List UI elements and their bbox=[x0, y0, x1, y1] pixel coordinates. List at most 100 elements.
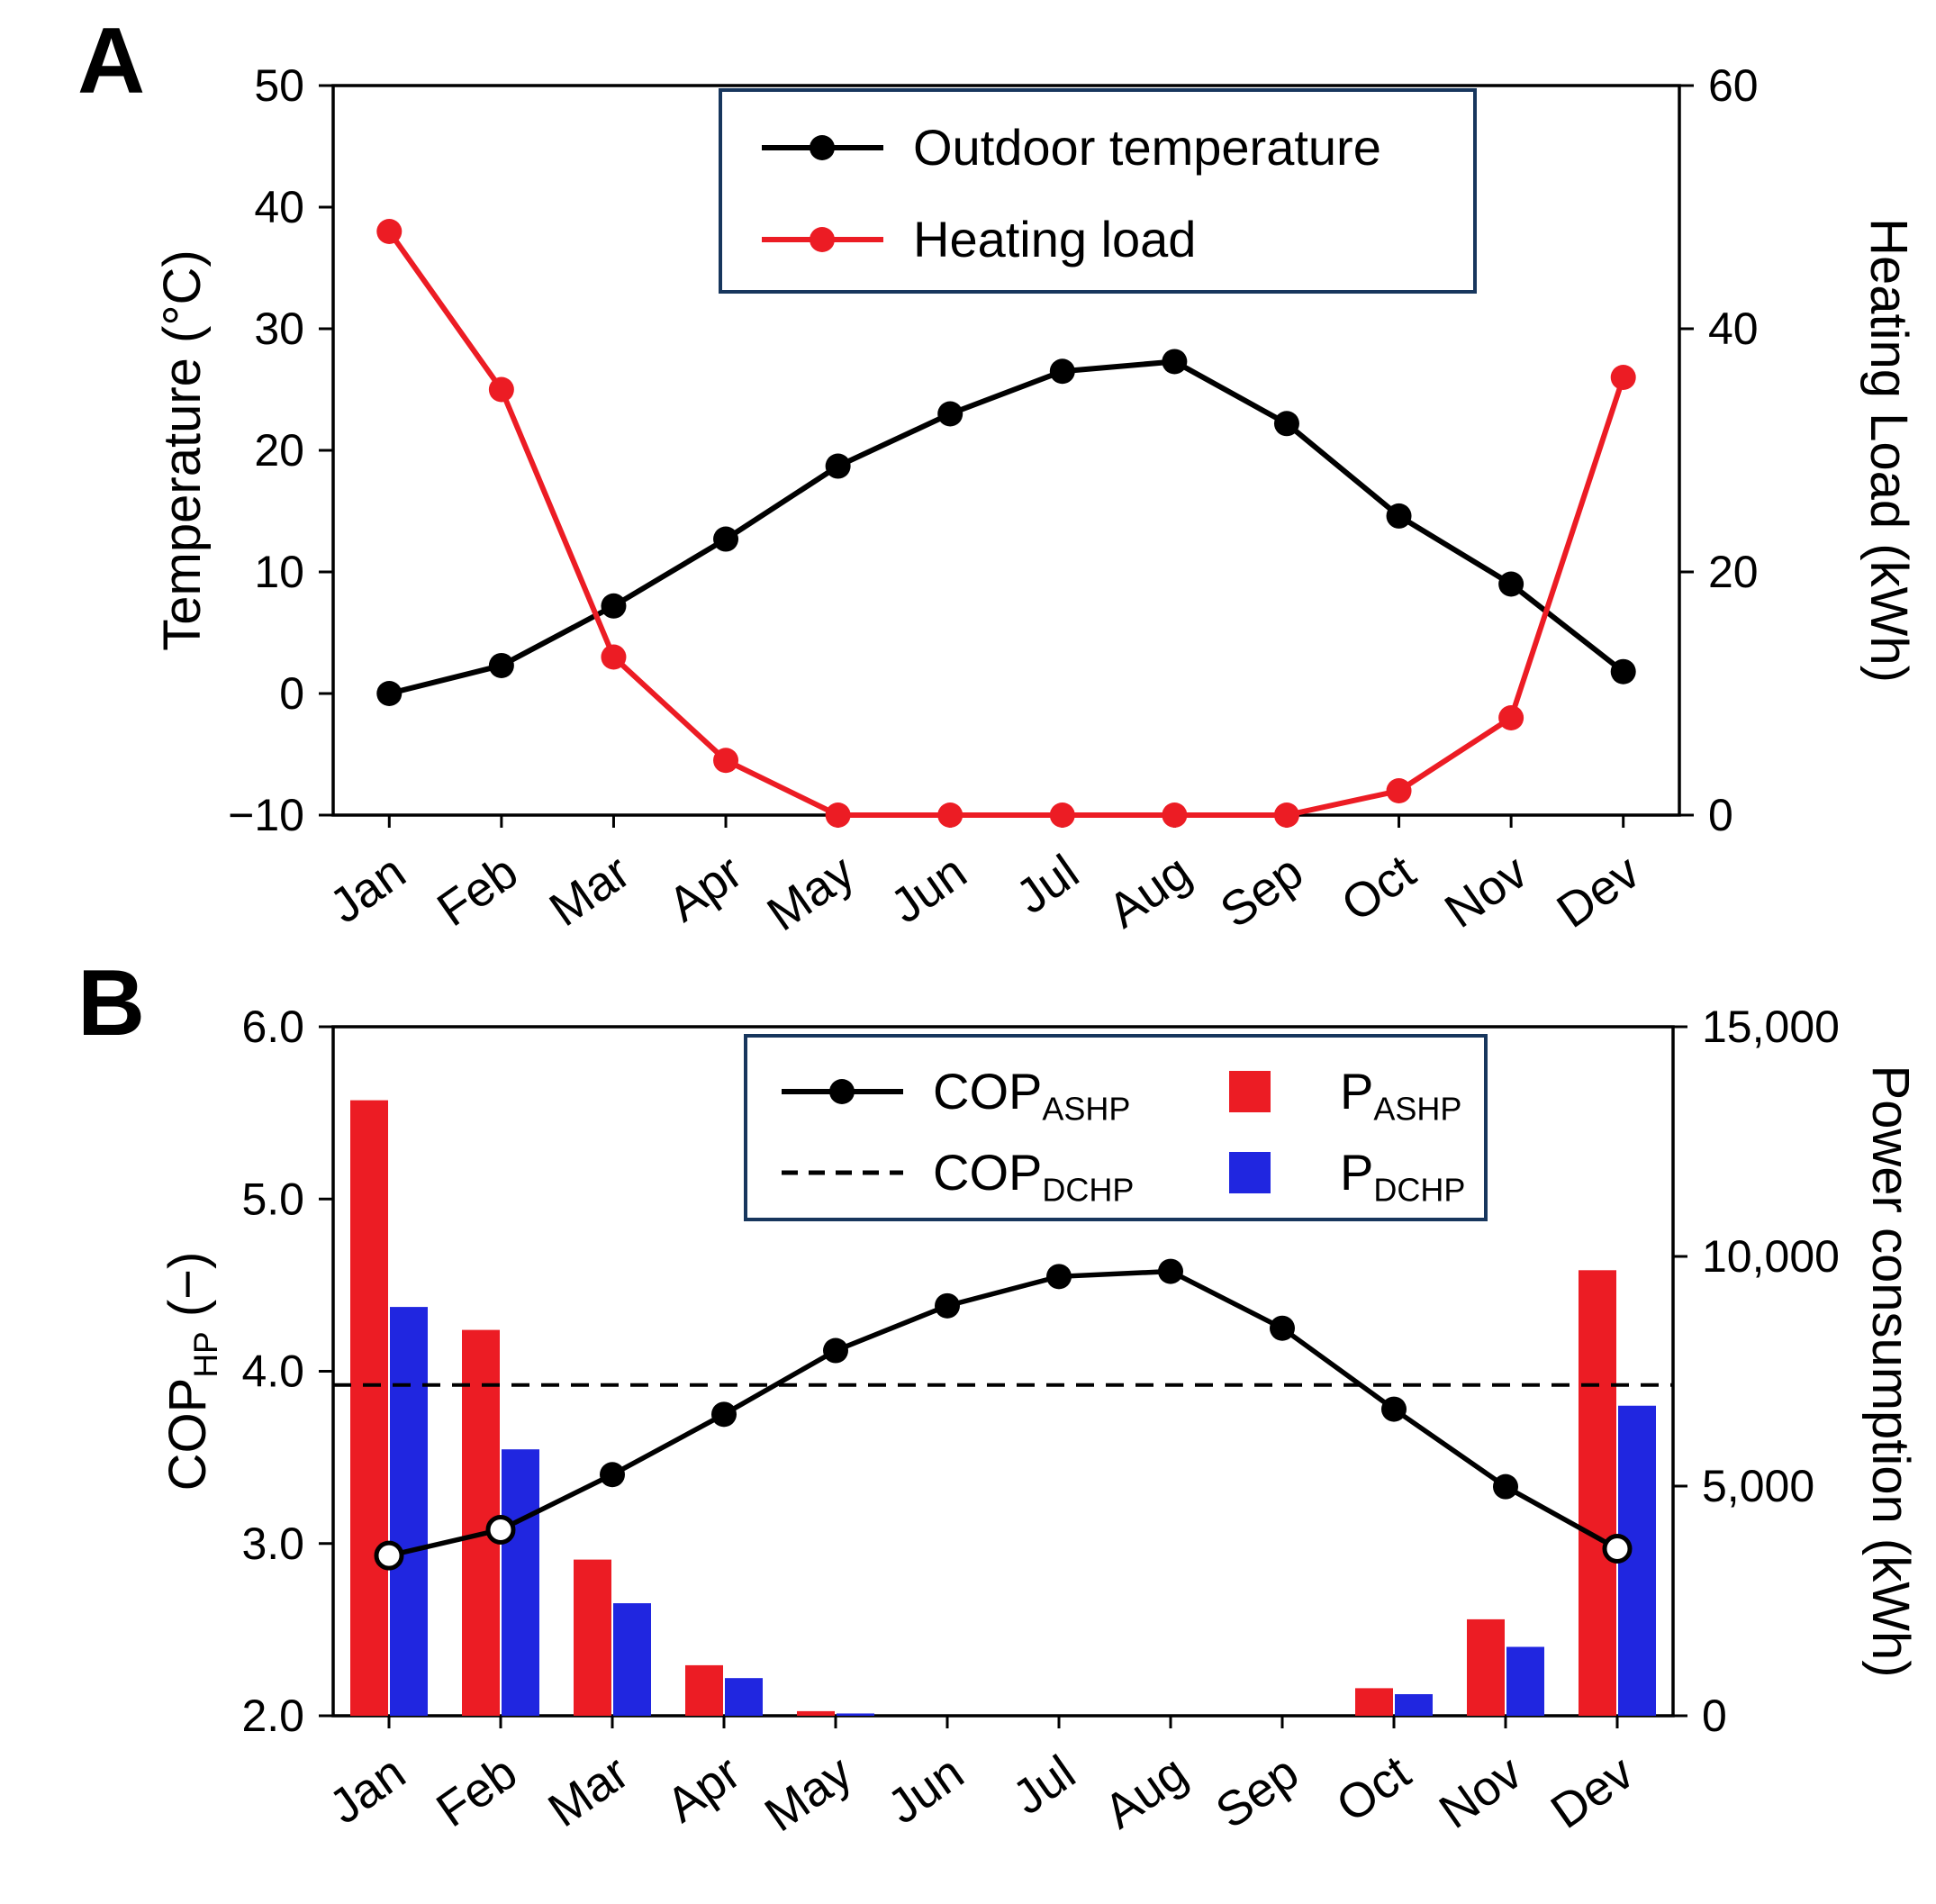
bar-pdchp bbox=[725, 1678, 763, 1716]
bar-pashp bbox=[350, 1100, 388, 1716]
bar-pdchp bbox=[1395, 1694, 1433, 1716]
cop-ashp-point bbox=[1493, 1473, 1518, 1500]
right-axis-tick-label: 0 bbox=[1702, 1691, 1727, 1741]
series-point bbox=[376, 681, 403, 706]
cop-ashp-point bbox=[711, 1401, 737, 1428]
cop-ashp-point bbox=[600, 1462, 625, 1488]
x-axis-tick-label: Jan bbox=[320, 1745, 415, 1835]
cop-ashp-point bbox=[374, 1540, 404, 1571]
series-point bbox=[713, 748, 739, 774]
left-axis-tick-label: 20 bbox=[254, 425, 304, 476]
panel-b-label: B bbox=[77, 951, 146, 1056]
x-axis-tick-label: May bbox=[758, 845, 864, 942]
right-axis-tick-label: 60 bbox=[1708, 60, 1759, 111]
right-axis-tick-label: 15,000 bbox=[1702, 1002, 1840, 1052]
left-axis-tick-label: 30 bbox=[254, 304, 304, 354]
x-axis-tick-label: Dev bbox=[1542, 1745, 1643, 1839]
series-point bbox=[825, 802, 851, 828]
bar-pashp bbox=[574, 1559, 611, 1716]
x-axis-tick-label: Jan bbox=[320, 845, 415, 934]
x-axis-tick-label: Jun bbox=[878, 1745, 973, 1835]
x-axis-tick-label: Aug bbox=[1099, 845, 1200, 938]
legend-label: PASHP bbox=[1340, 1063, 1461, 1127]
cop-ashp-line bbox=[388, 1268, 1619, 1558]
cop-ashp-point bbox=[1381, 1396, 1407, 1422]
left-axis-tick-label: 40 bbox=[254, 182, 304, 232]
x-axis-tick-label: May bbox=[755, 1745, 862, 1843]
left-axis-tick-label: 6.0 bbox=[241, 1002, 304, 1052]
right-axis-tick-label: 20 bbox=[1708, 547, 1759, 597]
left-axis-tick-label: 10 bbox=[254, 547, 304, 597]
legend-square-marker bbox=[1229, 1071, 1271, 1112]
right-axis-tick-label: 10,000 bbox=[1702, 1231, 1840, 1282]
series-line-0 bbox=[388, 358, 1625, 696]
x-axis-tick-label: Apr bbox=[657, 1745, 750, 1833]
x-axis-tick-label: Oct bbox=[1332, 845, 1425, 932]
legend-label: COPASHP bbox=[933, 1063, 1130, 1127]
legend-label: COPDCHP bbox=[933, 1144, 1134, 1208]
series-point bbox=[1610, 365, 1636, 390]
legend-dot-icon bbox=[829, 1079, 855, 1104]
right-axis-title: Power consumption (kWh) bbox=[1861, 1065, 1920, 1677]
series-point bbox=[1273, 802, 1299, 828]
bar-pdchp bbox=[502, 1449, 539, 1716]
series-point bbox=[1498, 705, 1524, 730]
x-axis-tick-label: Feb bbox=[428, 845, 528, 938]
right-axis-tick-label: 5,000 bbox=[1702, 1461, 1814, 1511]
legend-box bbox=[744, 1034, 1488, 1221]
series-point bbox=[713, 526, 739, 552]
left-axis-tick-label: 0 bbox=[279, 668, 304, 719]
series-point bbox=[1162, 802, 1188, 828]
bar-pashp bbox=[1355, 1688, 1393, 1716]
legend-square-marker bbox=[1229, 1152, 1271, 1193]
series-point bbox=[1386, 503, 1412, 529]
series-point bbox=[488, 376, 514, 403]
legend-label: Heating load bbox=[913, 211, 1196, 267]
legend-label: PDCHP bbox=[1340, 1144, 1465, 1208]
series-point bbox=[825, 453, 851, 479]
x-axis-tick-label: Mar bbox=[538, 1745, 638, 1838]
left-axis-title: Temperature (°C) bbox=[153, 249, 212, 650]
x-axis-tick-label: Sep bbox=[1211, 845, 1313, 938]
legend-dot-icon bbox=[810, 227, 835, 252]
right-axis-title: Heating Load (kWh) bbox=[1859, 218, 1918, 683]
x-axis-tick-label: Feb bbox=[427, 1745, 527, 1838]
legend-box bbox=[719, 88, 1477, 294]
left-axis-tick-label: 3.0 bbox=[241, 1519, 304, 1569]
bar-pdchp bbox=[613, 1603, 651, 1716]
x-axis-tick-label: Aug bbox=[1095, 1745, 1197, 1839]
series-point bbox=[601, 644, 627, 670]
series-point bbox=[1049, 802, 1075, 828]
x-axis-tick-label: Jul bbox=[1007, 845, 1089, 925]
series-point bbox=[1498, 571, 1524, 597]
bar-pdchp bbox=[1506, 1646, 1544, 1716]
panel-a-label: A bbox=[77, 9, 146, 113]
x-axis-tick-label: Sep bbox=[1207, 1745, 1308, 1839]
x-axis-tick-label: Jun bbox=[881, 845, 976, 934]
series-point bbox=[601, 593, 627, 619]
x-axis-tick-label: Apr bbox=[659, 845, 752, 932]
series-point bbox=[1273, 411, 1299, 437]
cop-ashp-point bbox=[823, 1337, 848, 1364]
legend-dot-icon bbox=[810, 135, 835, 160]
bar-pashp bbox=[1579, 1270, 1616, 1716]
series-line-1 bbox=[386, 230, 1626, 818]
left-axis-tick-label: 5.0 bbox=[241, 1174, 304, 1224]
series-point bbox=[1049, 358, 1075, 385]
x-axis-tick-label: Nov bbox=[1430, 1745, 1532, 1839]
x-axis-tick-label: Jul bbox=[1003, 1745, 1085, 1826]
series-point bbox=[937, 802, 963, 828]
left-axis-tick-label: 2.0 bbox=[241, 1691, 304, 1741]
bar-pdchp bbox=[390, 1307, 428, 1716]
cop-ashp-point bbox=[485, 1514, 516, 1545]
series-point bbox=[376, 219, 403, 244]
cop-ashp-point bbox=[1602, 1533, 1633, 1564]
bar-pashp bbox=[685, 1664, 723, 1716]
x-axis-tick-label: Mar bbox=[540, 845, 640, 938]
bar-pashp bbox=[797, 1710, 835, 1716]
series-point bbox=[1610, 658, 1636, 685]
cop-ashp-point bbox=[935, 1292, 960, 1319]
series-point bbox=[937, 401, 963, 427]
